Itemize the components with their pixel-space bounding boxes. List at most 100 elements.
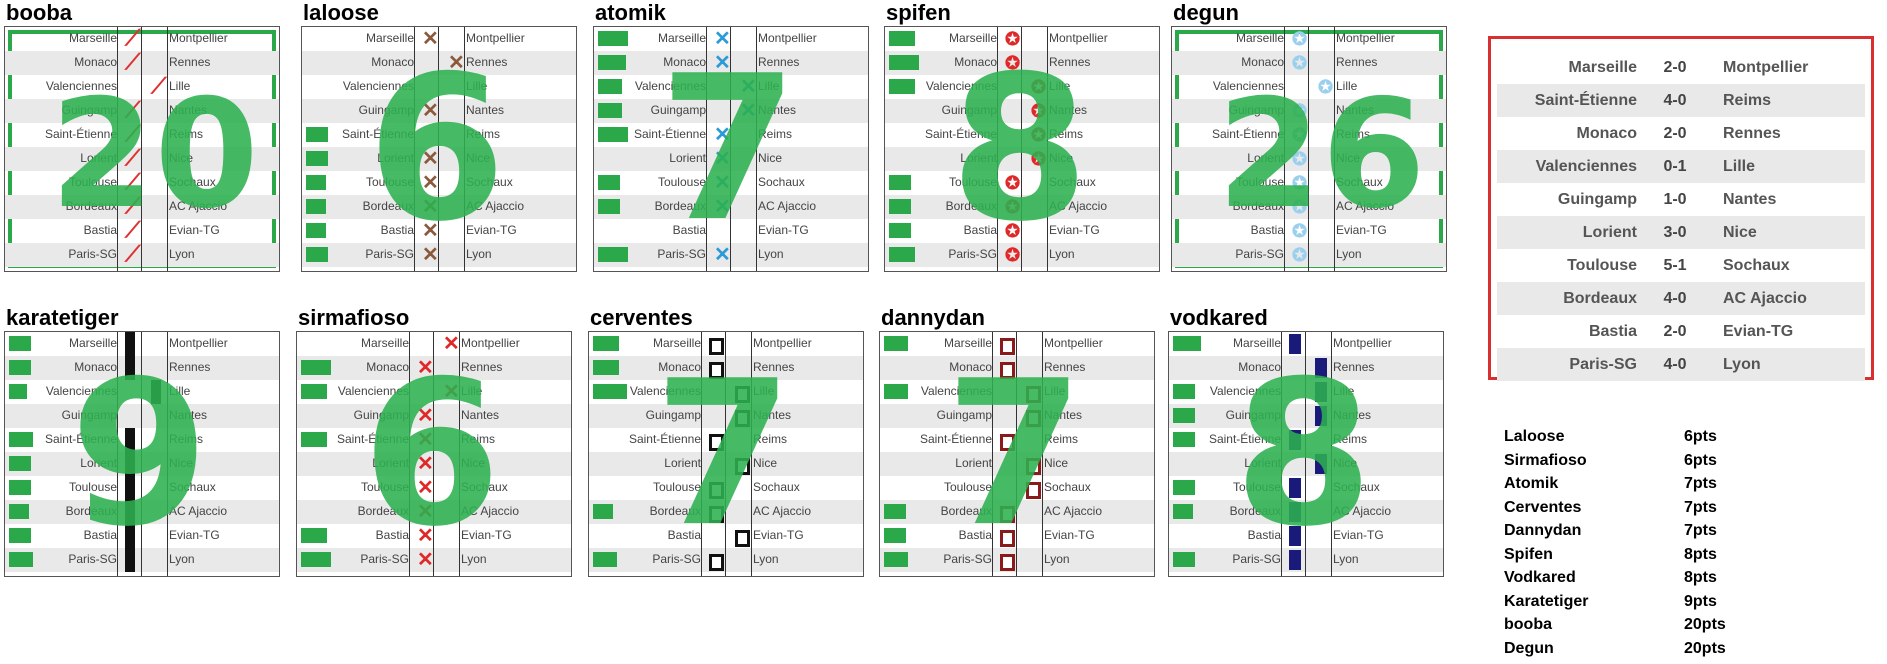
prediction-mark	[735, 458, 750, 475]
prediction-mark: ✪	[1318, 77, 1334, 97]
result-score: 4-0	[1663, 92, 1687, 109]
prediction-mark	[1000, 434, 1015, 451]
home-team: Valenciennes	[920, 384, 992, 398]
home-team: Monaco	[1238, 360, 1281, 374]
match-row: Toulouse Sochaux ✕	[594, 171, 868, 195]
match-row: Lorient Nice ✪	[885, 147, 1159, 171]
confidence-bar	[889, 247, 915, 262]
away-team: Lyon	[753, 552, 779, 566]
home-team: Bastia	[375, 528, 409, 542]
match-row: Toulouse Sochaux	[5, 476, 279, 500]
match-row: Guingamp Nantes	[5, 404, 279, 428]
home-team: Saint-Étienne	[633, 127, 706, 141]
prediction-mark: ✪	[1292, 101, 1308, 121]
prediction-mark: ✕	[448, 52, 465, 74]
prediction-mark: ✪	[1005, 53, 1021, 73]
prediction-mark	[1026, 482, 1041, 499]
column-divider	[725, 332, 726, 576]
prediction-mark: ✪	[1292, 221, 1308, 241]
home-team: Saint-Étienne	[44, 127, 117, 141]
prediction-mark	[735, 386, 750, 403]
match-row: Monaco Rennes	[880, 356, 1154, 380]
prediction-mark: ✕	[740, 100, 757, 122]
match-row: Toulouse Sochaux	[589, 476, 863, 500]
prediction-mark: ✪	[1031, 149, 1047, 169]
ranking-points: 7pts	[1684, 498, 1717, 516]
prediction-grid: Marseille Montpellier Monaco Rennes Valencie…	[4, 331, 280, 577]
confidence-bar	[306, 199, 326, 214]
home-team: Saint-Étienne	[1211, 127, 1284, 141]
away-team: Reims	[466, 127, 501, 141]
column-divider	[141, 332, 142, 576]
prediction-mark: ✪	[1292, 149, 1308, 169]
result-row: Lorient 3-0 Nice	[1497, 216, 1865, 249]
away-team: Lille	[169, 384, 191, 398]
prediction-mark: ✕	[714, 244, 731, 266]
result-home: Valenciennes	[1535, 158, 1637, 175]
match-row: Monaco Rennes ✕	[302, 51, 576, 75]
player-name: sirmafioso	[298, 305, 410, 330]
ranking-name: Spifen	[1504, 545, 1553, 563]
match-row: Valenciennes Lille	[589, 380, 863, 404]
prediction-grid: Marseille Montpellier ✕ Monaco Rennes ✕ Valenc…	[593, 26, 869, 272]
home-team: Bastia	[1247, 528, 1281, 542]
result-score: 4-0	[1663, 356, 1687, 373]
prediction-mark: ✕	[714, 28, 731, 50]
match-row: Paris-SG Lyon ✕	[297, 548, 571, 572]
prediction-grid: Marseille Montpellier ✪ Monaco Rennes ✪ Valenc…	[1171, 26, 1447, 272]
home-team: Toulouse	[1235, 175, 1284, 189]
prediction-grid: Marseille Montpellier Monaco Rennes Valencie…	[588, 331, 864, 577]
confidence-bar	[306, 151, 328, 166]
match-row: Toulouse Sochaux	[880, 476, 1154, 500]
match-row: Marseille Montpellier ⟋	[5, 27, 279, 51]
match-row: Guingamp Nantes ✪	[1172, 99, 1446, 123]
away-team: Sochaux	[461, 480, 508, 494]
home-team: Monaco	[663, 55, 706, 69]
home-team: Toulouse	[68, 480, 117, 494]
away-team: AC Ajaccio	[466, 199, 525, 213]
match-row: Guingamp Nantes ✕	[302, 99, 576, 123]
prediction-mark	[1289, 526, 1301, 546]
prediction-mark: ✕	[714, 52, 731, 74]
away-team: Evian-TG	[461, 528, 512, 542]
match-row: Toulouse Sochaux	[1169, 476, 1443, 500]
prediction-mark: ✕	[422, 100, 439, 122]
column-divider	[1331, 332, 1332, 576]
match-row: Guingamp Nantes ⟋	[5, 99, 279, 123]
match-row: Bastia Evian-TG	[594, 219, 868, 243]
away-team: Sochaux	[169, 480, 216, 494]
away-team: Nantes	[1336, 103, 1375, 117]
home-team: Monaco	[74, 55, 117, 69]
away-team: Evian-TG	[753, 528, 804, 542]
away-team: Nice	[758, 151, 783, 165]
match-row: Bastia Evian-TG ⟋	[5, 219, 279, 243]
confidence-bar	[884, 336, 908, 351]
match-row: Lorient Nice	[589, 452, 863, 476]
prediction-mark	[1026, 458, 1041, 475]
confidence-bar	[9, 336, 31, 351]
ranking-name: Cerventes	[1504, 498, 1582, 516]
match-row: Valenciennes Lille ✪	[1172, 75, 1446, 99]
home-team: Bastia	[380, 223, 414, 237]
home-team: Paris-SG	[657, 247, 706, 261]
away-team: Montpellier	[1044, 336, 1103, 350]
away-team: Rennes	[1333, 360, 1375, 374]
result-row: Paris-SG 4-0 Lyon	[1497, 348, 1865, 381]
confidence-bar	[1173, 552, 1195, 567]
away-team: Evian-TG	[1336, 223, 1387, 237]
home-team: Marseille	[948, 31, 997, 45]
prediction-mark: ✪	[1031, 101, 1047, 121]
away-team: Rennes	[169, 55, 211, 69]
away-team: Nantes	[169, 103, 208, 117]
result-score: 4-0	[1663, 290, 1687, 307]
home-team: Lorient	[1247, 151, 1284, 165]
confidence-bar	[889, 223, 911, 238]
match-row: Paris-SG Lyon ✪	[885, 243, 1159, 267]
away-team: Lille	[753, 384, 775, 398]
away-team: Montpellier	[1336, 31, 1395, 45]
prediction-mark: ✕	[417, 405, 434, 427]
confidence-bar	[884, 528, 906, 543]
away-team: Nantes	[1044, 408, 1083, 422]
match-row: Guingamp Nantes ✪	[885, 99, 1159, 123]
away-team: Montpellier	[466, 31, 525, 45]
